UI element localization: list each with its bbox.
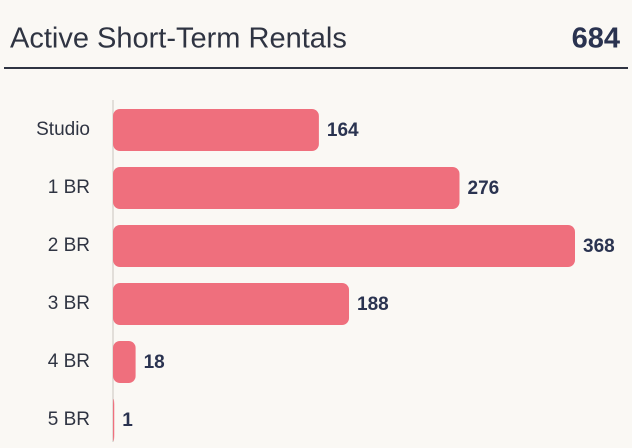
total: 684 [572,23,620,55]
y-tick-label: Studio [36,119,90,140]
bar [113,109,319,151]
value-label: 276 [468,178,500,199]
y-tick-label: 3 BR [48,293,90,314]
value-label: 368 [583,236,615,257]
value-label: 1 [122,410,133,431]
bar [113,341,136,383]
value-label: 18 [144,352,165,373]
y-tick-label: 2 BR [48,235,90,256]
value-label: 164 [327,120,359,141]
y-tick-label: 4 BR [48,351,90,372]
y-tick-label: 1 BR [48,177,90,198]
y-tick-label: 5 BR [48,409,90,430]
bar [113,167,460,209]
value-label: 188 [357,294,389,315]
chart-title: Active Short-Term Rentals [10,23,347,55]
bar [113,283,350,325]
bar [113,225,575,267]
bar [113,399,115,441]
